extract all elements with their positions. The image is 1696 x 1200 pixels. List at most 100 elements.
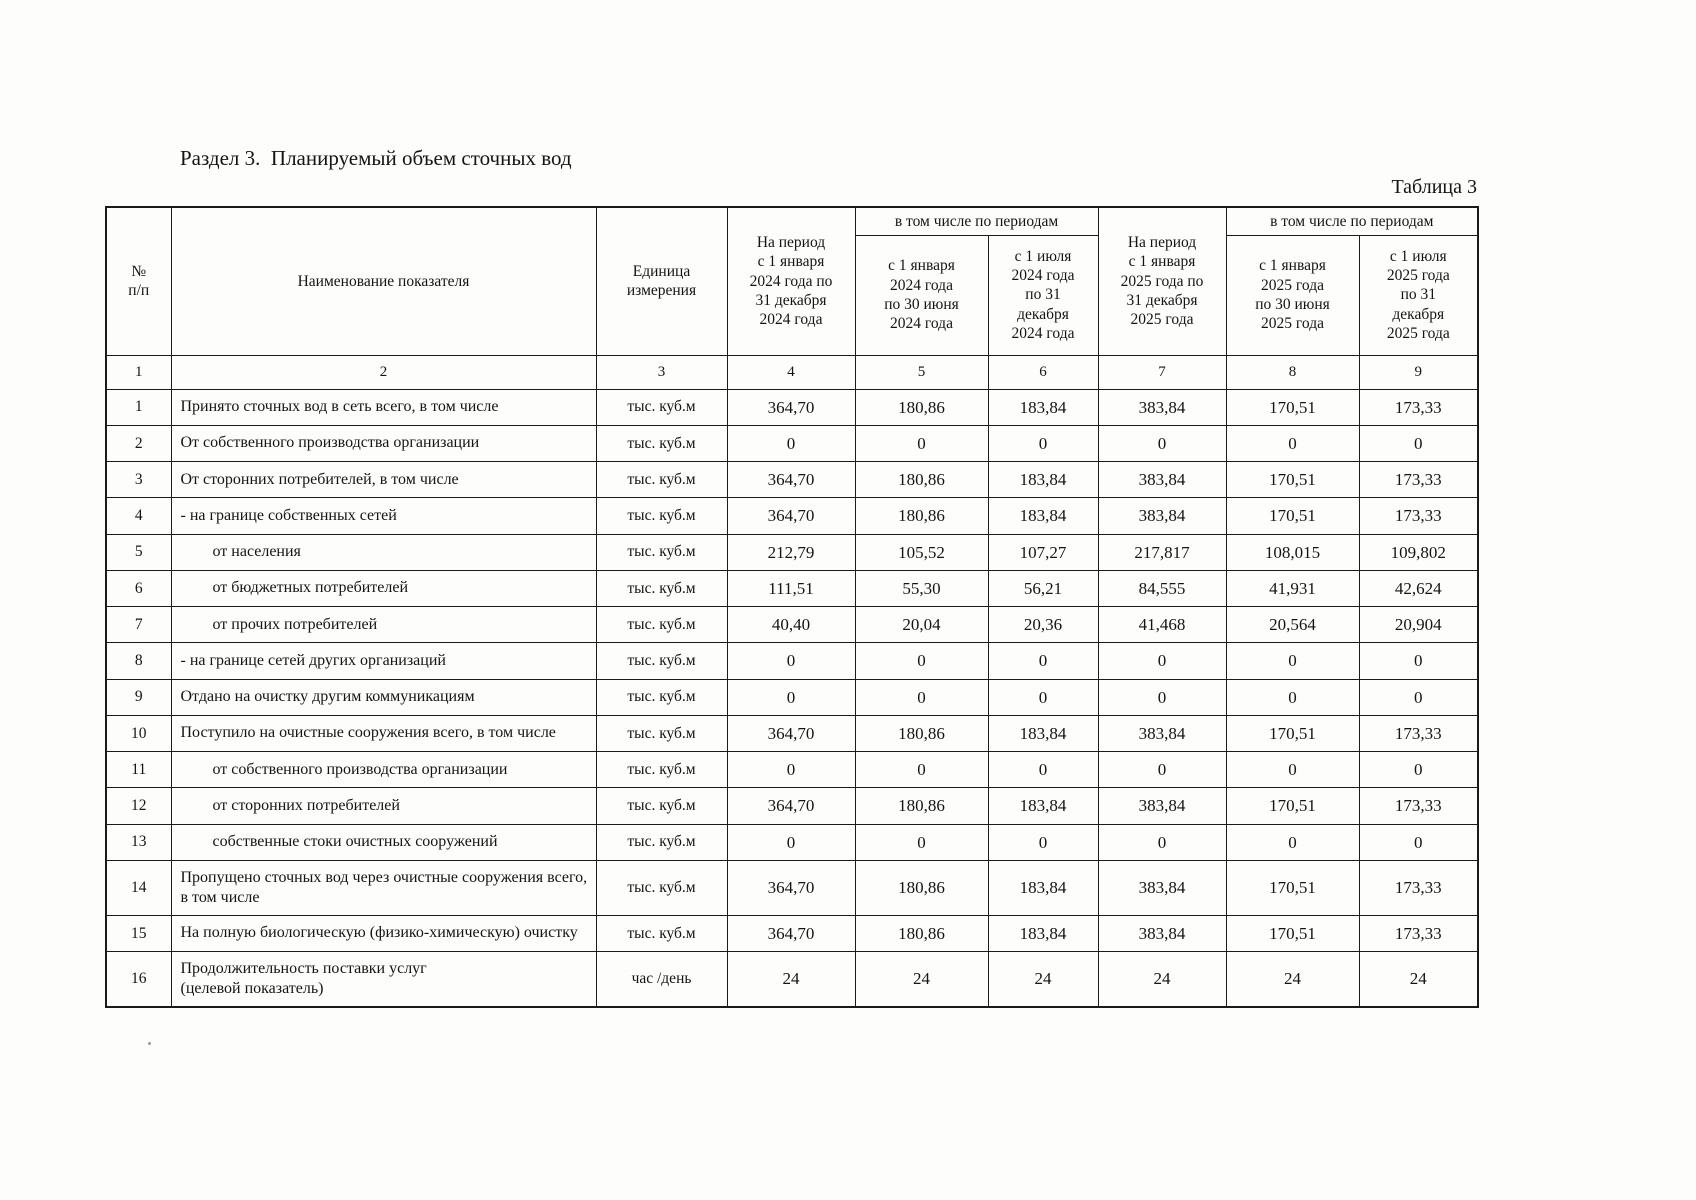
table-row: 2 От собственного производства организаци… bbox=[105, 424, 1479, 463]
value-h2-2025: 42,624 bbox=[1358, 569, 1479, 608]
column-number: 4 bbox=[726, 354, 856, 390]
value-period-2025: 0 bbox=[1097, 750, 1227, 789]
value-h1-2024: 0 bbox=[854, 424, 989, 463]
value-period-2025: 383,84 bbox=[1097, 714, 1227, 753]
unit-of-measure: тыс. куб.м bbox=[595, 642, 728, 680]
value-h2-2024: 24 bbox=[987, 951, 1099, 1008]
table-row: 7 от прочих потребителей тыс. куб.м 40,40 20… bbox=[105, 605, 1479, 644]
value-h1-2024: 24 bbox=[854, 951, 989, 1008]
value-h2-2024: 183,84 bbox=[987, 460, 1099, 499]
value-h2-2024: 183,84 bbox=[987, 388, 1099, 426]
indicator-name: от бюджетных потребителей bbox=[170, 569, 597, 608]
value-h2-2024: 56,21 bbox=[987, 569, 1099, 608]
value-h1-2025: 170,51 bbox=[1225, 714, 1360, 753]
header-halfyear2-2025: с 1 июля 2025 года по 31 декабря 2025 го… bbox=[1358, 234, 1479, 356]
header-halfyear1-2024: с 1 января 2024 года по 30 июня 2024 год… bbox=[854, 234, 989, 356]
value-h2-2025: 0 bbox=[1358, 424, 1479, 463]
value-h2-2025: 24 bbox=[1358, 951, 1479, 1008]
value-h1-2024: 180,86 bbox=[854, 497, 989, 535]
value-h2-2024: 20,36 bbox=[987, 605, 1099, 644]
value-h1-2024: 0 bbox=[854, 678, 989, 716]
value-h1-2024: 180,86 bbox=[854, 914, 989, 953]
value-h2-2025: 0 bbox=[1358, 642, 1479, 680]
table-row: 6 от бюджетных потребителей тыс. куб.м 111,… bbox=[105, 569, 1479, 608]
value-h2-2025: 173,33 bbox=[1358, 914, 1479, 953]
value-h1-2024: 105,52 bbox=[854, 533, 989, 571]
indicator-name: От сторонних потребителей, в том числе bbox=[170, 460, 597, 499]
value-period-2024: 364,70 bbox=[726, 714, 856, 753]
value-period-2025: 0 bbox=[1097, 424, 1227, 463]
row-number: 6 bbox=[105, 569, 172, 608]
row-number: 12 bbox=[105, 787, 172, 825]
value-h1-2025: 0 bbox=[1225, 424, 1360, 463]
indicator-name: Пропущено сточных вод через очистные соо… bbox=[170, 859, 597, 916]
row-number: 7 bbox=[105, 605, 172, 644]
value-period-2024: 24 bbox=[726, 951, 856, 1008]
value-h2-2024: 0 bbox=[987, 823, 1099, 861]
row-number: 14 bbox=[105, 859, 172, 916]
value-h1-2025: 170,51 bbox=[1225, 497, 1360, 535]
indicator-name: Принято сточных вод в сеть всего, в том … bbox=[170, 388, 597, 426]
indicator-name: Продолжительность поставки услуг (целево… bbox=[170, 951, 597, 1008]
value-h1-2025: 170,51 bbox=[1225, 460, 1360, 499]
row-number: 8 bbox=[105, 642, 172, 680]
value-h2-2024: 0 bbox=[987, 424, 1099, 463]
value-period-2025: 24 bbox=[1097, 951, 1227, 1008]
row-number: 5 bbox=[105, 533, 172, 571]
value-period-2025: 84,555 bbox=[1097, 569, 1227, 608]
unit-of-measure: тыс. куб.м bbox=[595, 388, 728, 426]
value-h1-2025: 0 bbox=[1225, 642, 1360, 680]
value-period-2024: 0 bbox=[726, 823, 856, 861]
value-period-2024: 212,79 bbox=[726, 533, 856, 571]
indicator-name: На полную биологическую (физико-химическ… bbox=[170, 914, 597, 953]
value-h1-2025: 0 bbox=[1225, 750, 1360, 789]
table-row: 1 Принято сточных вод в сеть всего, в том… bbox=[105, 388, 1479, 426]
column-number: 3 bbox=[595, 354, 728, 390]
table-row: 16 Продолжительность поставки услуг (целе… bbox=[105, 951, 1479, 1008]
value-h1-2025: 170,51 bbox=[1225, 859, 1360, 916]
value-period-2024: 0 bbox=[726, 642, 856, 680]
value-period-2025: 383,84 bbox=[1097, 787, 1227, 825]
row-number: 10 bbox=[105, 714, 172, 753]
unit-of-measure: час /день bbox=[595, 951, 728, 1008]
unit-of-measure: тыс. куб.м bbox=[595, 497, 728, 535]
table-row: 13 собственные стоки очистных сооружений т… bbox=[105, 823, 1479, 861]
table-row: 14 Пропущено сточных вод через очистные с… bbox=[105, 859, 1479, 916]
value-h2-2025: 0 bbox=[1358, 823, 1479, 861]
value-h1-2024: 180,86 bbox=[854, 714, 989, 753]
table-row: 4- на границе собственных сетей тыс. куб.… bbox=[105, 497, 1479, 535]
value-period-2025: 383,84 bbox=[1097, 497, 1227, 535]
unit-of-measure: тыс. куб.м bbox=[595, 605, 728, 644]
unit-of-measure: тыс. куб.м bbox=[595, 787, 728, 825]
column-number: 8 bbox=[1225, 354, 1360, 390]
value-period-2024: 364,70 bbox=[726, 497, 856, 535]
header-halfyear1-2025: с 1 января 2025 года по 30 июня 2025 год… bbox=[1225, 234, 1360, 356]
row-number: 4 bbox=[105, 497, 172, 535]
value-h1-2024: 180,86 bbox=[854, 460, 989, 499]
row-number: 13 bbox=[105, 823, 172, 861]
value-h2-2025: 173,33 bbox=[1358, 787, 1479, 825]
indicator-name: от собственного производства организации bbox=[170, 750, 597, 789]
indicator-name: собственные стоки очистных сооружений bbox=[170, 823, 597, 861]
value-h1-2024: 180,86 bbox=[854, 859, 989, 916]
value-h2-2024: 183,84 bbox=[987, 787, 1099, 825]
value-h1-2025: 170,51 bbox=[1225, 787, 1360, 825]
value-h2-2024: 183,84 bbox=[987, 859, 1099, 916]
table-row: 3 От сторонних потребителей, в том числе т… bbox=[105, 460, 1479, 499]
indicator-name: от сторонних потребителей bbox=[170, 787, 597, 825]
header-halfyear2-2024: с 1 июля 2024 года по 31 декабря 2024 го… bbox=[987, 234, 1099, 356]
row-number: 16 bbox=[105, 951, 172, 1008]
table-caption: Таблица 3 bbox=[1391, 176, 1477, 198]
header-period-2024: На период с 1 января 2024 года по 31 дек… bbox=[726, 206, 856, 356]
header-row-number: № п/п bbox=[105, 206, 172, 356]
unit-of-measure: тыс. куб.м bbox=[595, 750, 728, 789]
unit-of-measure: тыс. куб.м bbox=[595, 460, 728, 499]
value-period-2024: 364,70 bbox=[726, 787, 856, 825]
table-row: 10 Поступило на очистные сооружения всего… bbox=[105, 714, 1479, 753]
value-h1-2025: 20,564 bbox=[1225, 605, 1360, 644]
row-number: 3 bbox=[105, 460, 172, 499]
column-number: 2 bbox=[170, 354, 597, 390]
row-number: 1 bbox=[105, 388, 172, 426]
row-number: 9 bbox=[105, 678, 172, 716]
